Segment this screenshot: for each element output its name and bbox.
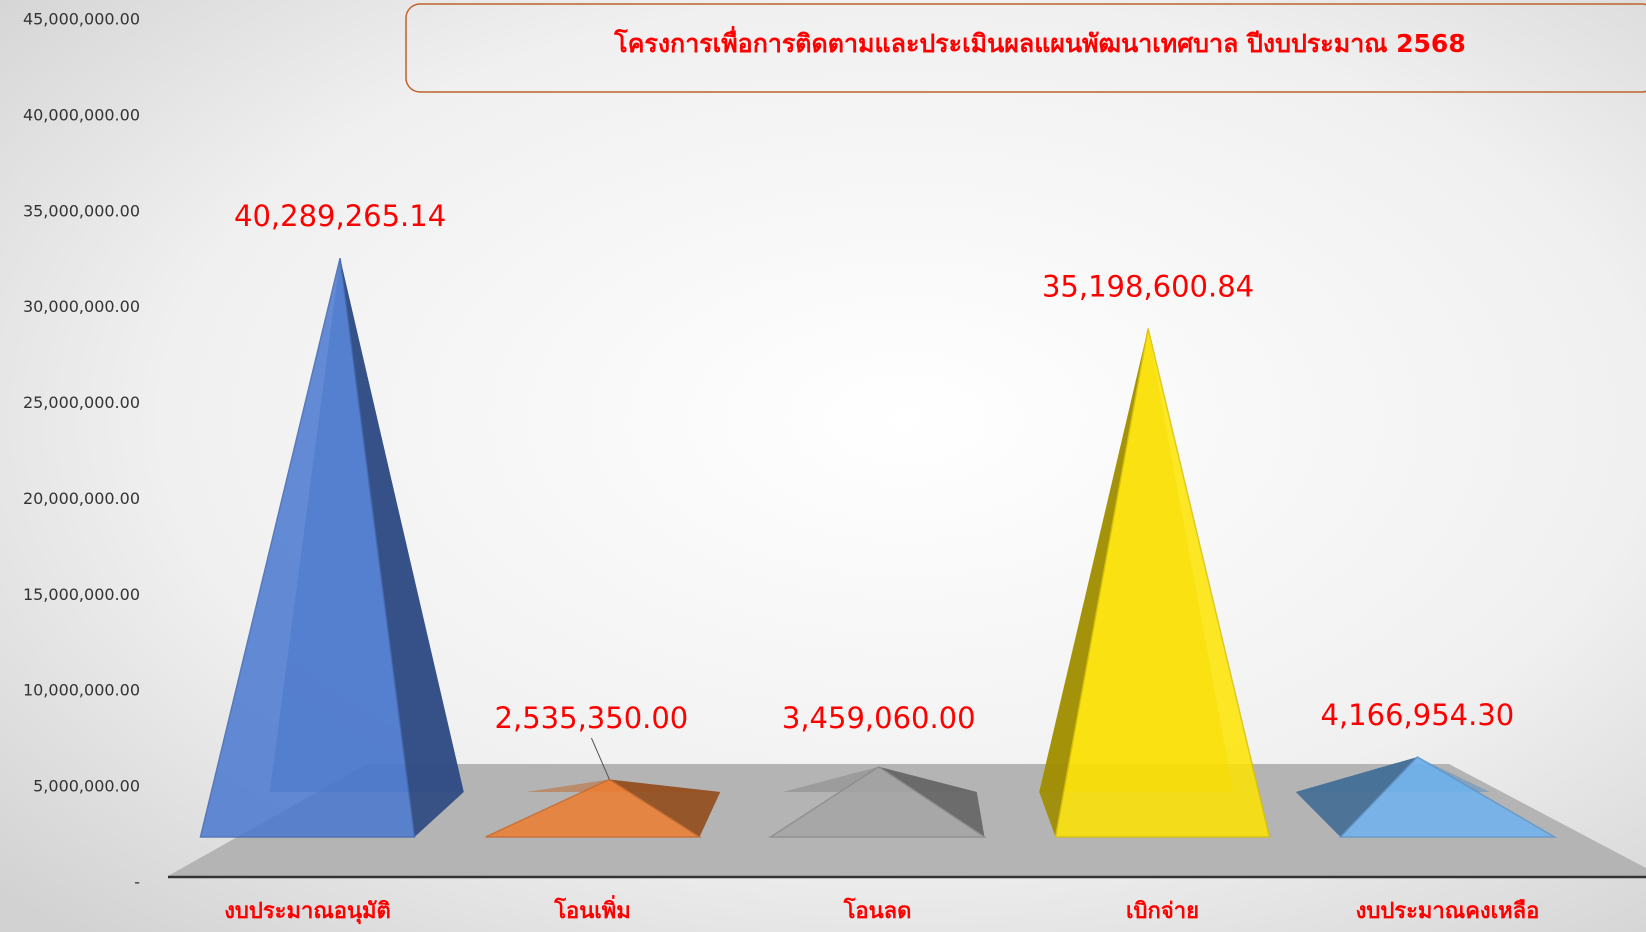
pyramid (767, 765, 987, 838)
x-tick-label: งบประมาณอนุมัติ (224, 899, 391, 925)
title-box (405, 3, 1646, 93)
y-tick-label: 20,000,000.00 (23, 489, 140, 508)
x-tick-label: โอนเพิ่ม (553, 894, 631, 924)
x-tick-label: โอนลด (843, 897, 912, 924)
leader-line (590, 737, 610, 780)
value-label: 3,459,060.00 (782, 701, 976, 735)
y-tick-label: 5,000,000.00 (33, 777, 140, 796)
pyramid-front (199, 258, 416, 838)
y-tick-label: 10,000,000.00 (23, 681, 140, 700)
pyramid (485, 778, 721, 838)
chart-title: โครงการเพื่อการติดตามและประเมินผลแผนพัฒน… (613, 26, 1465, 58)
value-label: 40,289,265.14 (234, 199, 446, 233)
y-tick-label: 25,000,000.00 (23, 393, 140, 412)
pyramid-side (1039, 328, 1149, 837)
value-label: 2,535,350.00 (495, 701, 689, 735)
pyramid-front (1054, 328, 1271, 838)
pyramid-front (767, 765, 987, 838)
value-label: 4,166,954.30 (1321, 698, 1515, 732)
y-tick-label: 40,000,000.00 (23, 105, 140, 124)
y-tick-label: 30,000,000.00 (23, 297, 140, 316)
pyramid-front (1338, 756, 1558, 838)
pyramid-side (1295, 756, 1418, 837)
y-tick-label: - (134, 873, 140, 892)
y-tick-label: 45,000,000.00 (23, 10, 140, 29)
pyramid-side (609, 779, 721, 837)
pyramid (199, 258, 464, 838)
pyramid (1295, 756, 1558, 838)
pyramid-front (485, 778, 703, 838)
pyramid (1039, 328, 1271, 838)
pyramid-side (340, 258, 464, 838)
x-tick-label: งบประมาณคงเหลือ (1356, 899, 1540, 924)
x-tick-label: เบิกจ่าย (1126, 899, 1199, 924)
value-label: 35,198,600.84 (1042, 269, 1254, 303)
y-tick-label: 35,000,000.00 (23, 201, 140, 220)
y-tick-label: 15,000,000.00 (23, 585, 140, 604)
